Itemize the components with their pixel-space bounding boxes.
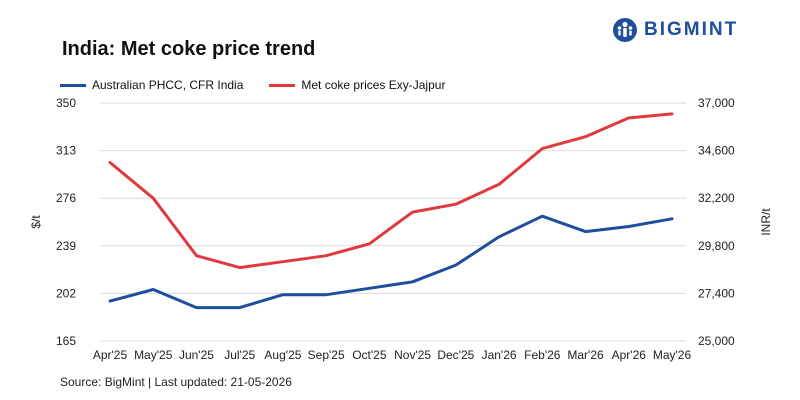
left-tick-label: 276 — [56, 191, 76, 205]
x-tick-label: Nov'25 — [394, 348, 431, 362]
series-line-metcoke — [108, 112, 674, 270]
right-tick-label: 29,800 — [698, 239, 735, 253]
legend: Australian PHCC, CFR India Met coke pric… — [60, 78, 471, 92]
right-tick-label: 27,400 — [698, 286, 735, 300]
series-lines — [108, 112, 674, 310]
x-tick-label: May'25 — [134, 348, 173, 362]
legend-item-phcc: Australian PHCC, CFR India — [60, 78, 243, 92]
x-tick-label: Jan'26 — [482, 348, 517, 362]
left-tick-label: 165 — [56, 334, 76, 348]
left-tick-label: 239 — [56, 239, 76, 253]
right-tick-label: 32,200 — [698, 191, 735, 205]
brand-name: BIGMINT — [644, 19, 739, 40]
x-axis-ticks: Apr'25 May'25 Jun'25 Jul'25 Aug'25 Sep'25 Oct'… — [93, 348, 692, 362]
left-tick-label: 202 — [56, 286, 76, 300]
left-tick-label: 350 — [56, 96, 76, 110]
source-note: Source: BigMint | Last updated: 21-05-20… — [60, 375, 292, 389]
left-axis-ticks: 350 313 276 239 202 165 — [56, 96, 76, 348]
right-tick-label: 34,600 — [698, 144, 735, 158]
x-tick-label: Feb'26 — [524, 348, 561, 362]
x-tick-label: Dec'25 — [437, 348, 474, 362]
x-tick-label: Oct'25 — [352, 348, 387, 362]
brand-logo: BIGMINT — [612, 14, 738, 46]
x-tick-label: Sep'25 — [308, 348, 345, 362]
series-line-phcc — [108, 214, 674, 310]
right-tick-label: 25,000 — [698, 334, 735, 348]
x-tick-label: May'26 — [653, 348, 692, 362]
right-axis-ticks: 37,000 34,600 32,200 29,800 27,400 25,000 — [698, 96, 735, 348]
x-tick-label: Mar'26 — [567, 348, 604, 362]
x-tick-label: Aug'25 — [264, 348, 301, 362]
legend-label-metcoke: Met coke prices Exy-Jajpur — [301, 78, 446, 92]
right-tick-label: 37,000 — [698, 96, 735, 110]
chart-title: India: Met coke price trend — [62, 38, 316, 60]
brand-icon — [613, 18, 637, 42]
legend-item-metcoke: Met coke prices Exy-Jajpur — [269, 78, 445, 92]
gridlines — [100, 102, 686, 342]
right-axis-label: INR/t — [759, 208, 773, 236]
legend-label-phcc: Australian PHCC, CFR India — [92, 78, 244, 92]
x-tick-label: Apr'26 — [612, 348, 647, 362]
left-tick-label: 313 — [56, 144, 76, 158]
legend-swatch-metcoke — [269, 83, 296, 87]
x-tick-label: Jul'25 — [224, 348, 255, 362]
left-axis-label: $/t — [29, 215, 43, 229]
legend-swatch-phcc — [60, 83, 86, 87]
x-tick-label: Apr'25 — [93, 348, 128, 362]
x-tick-label: Jun'25 — [179, 348, 214, 362]
